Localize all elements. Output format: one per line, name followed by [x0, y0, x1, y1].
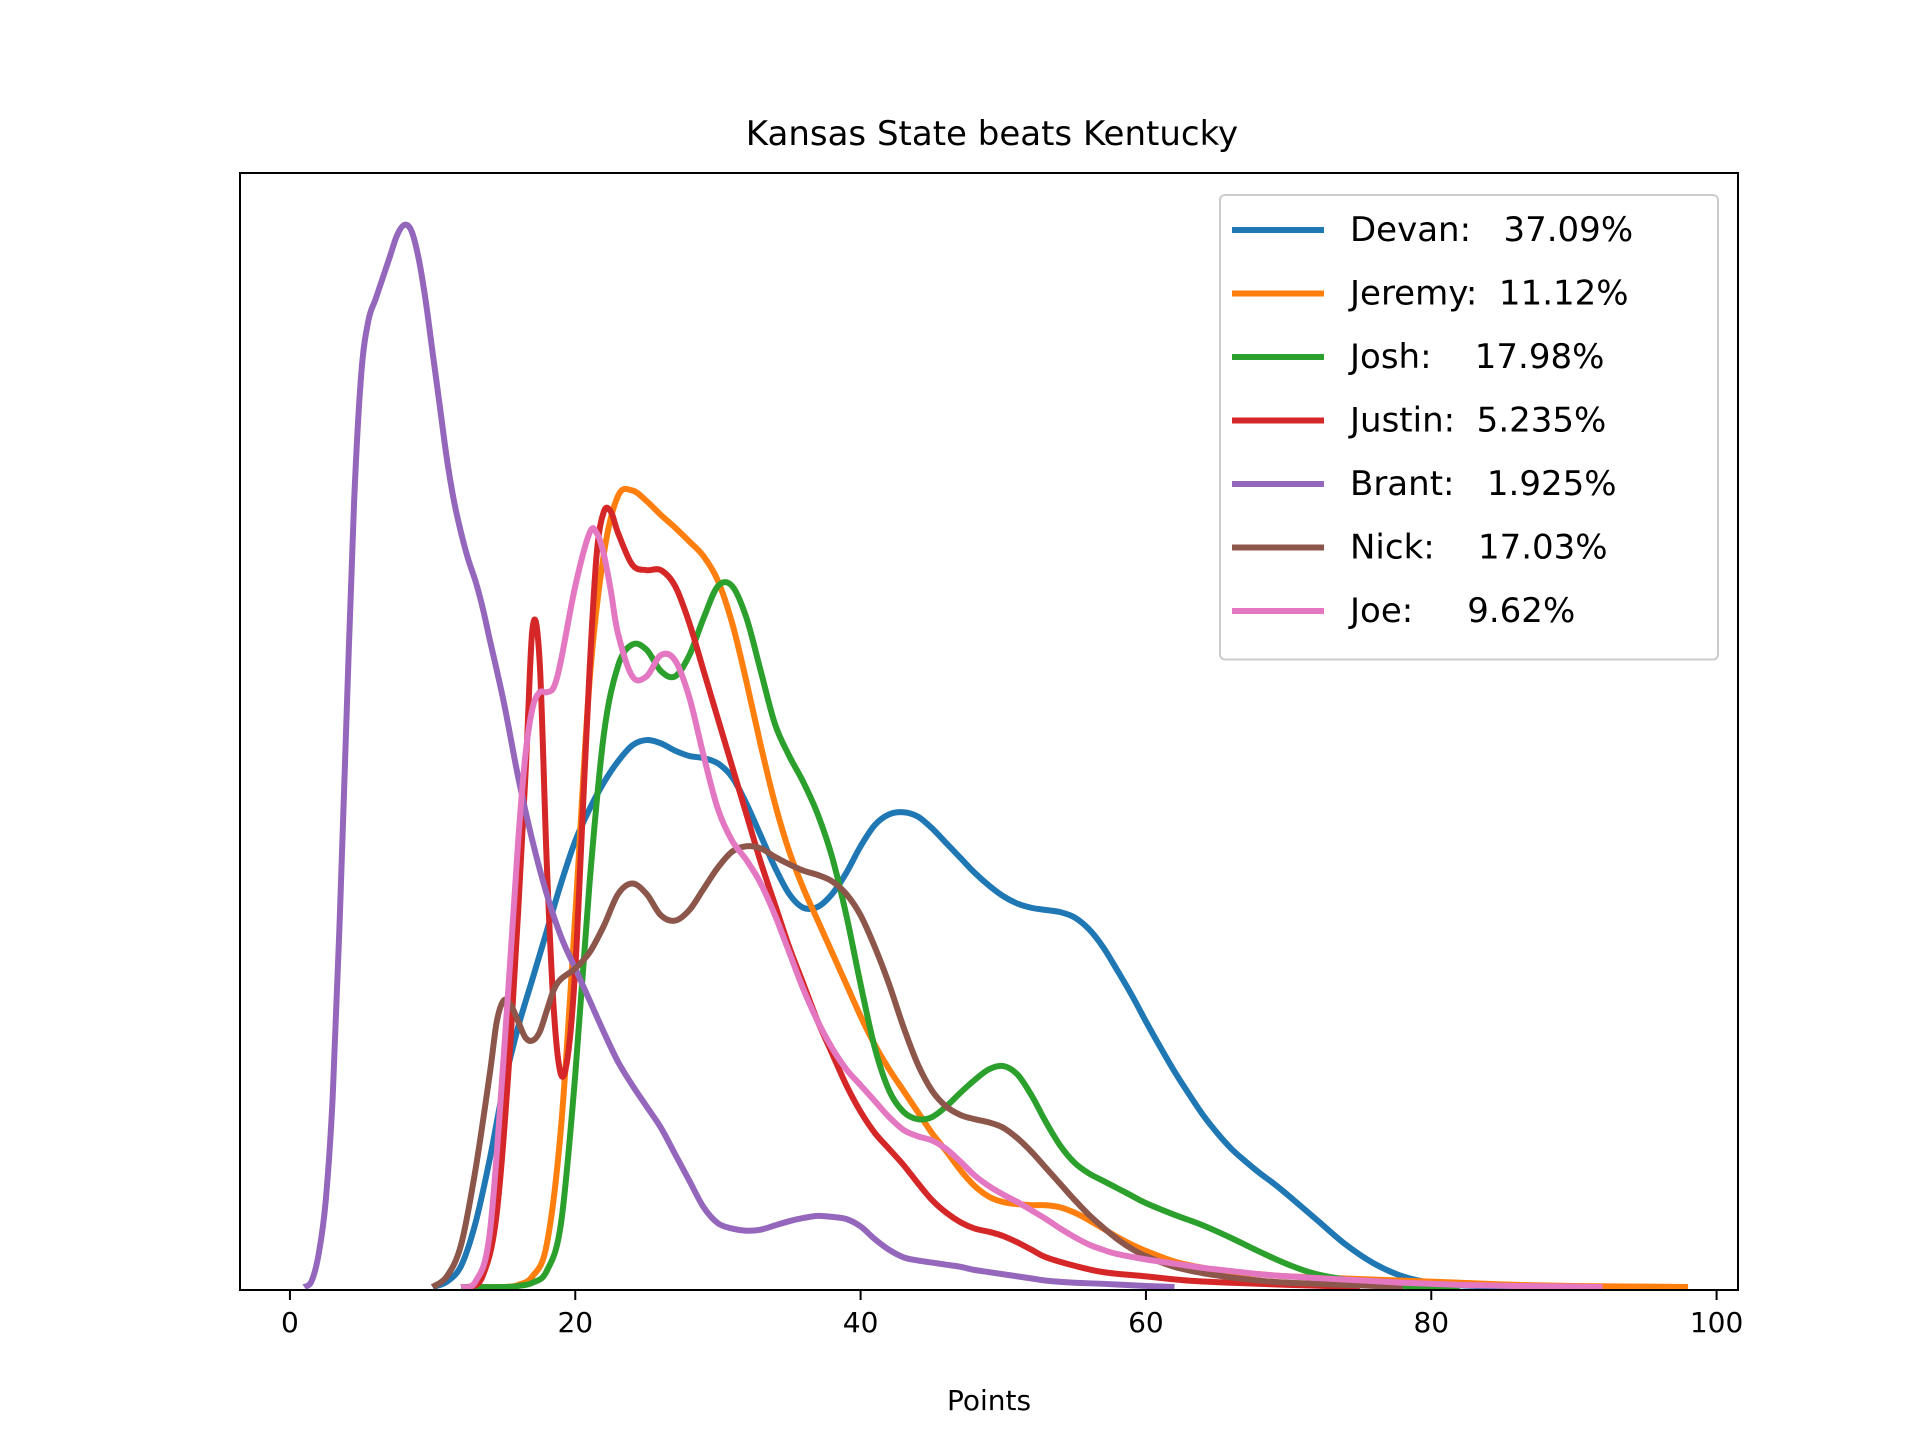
- legend-label: Devan: 37.09%: [1350, 210, 1633, 250]
- legend-label: Nick: 17.03%: [1350, 528, 1608, 568]
- legend-entry: Jeremy: 11.12%: [1232, 274, 1629, 314]
- legend-label: Josh: 17.98%: [1348, 337, 1604, 377]
- x-tick-label: 40: [843, 1306, 879, 1339]
- x-tick-label: 60: [1128, 1306, 1164, 1339]
- series-line-3: [466, 504, 1361, 1290]
- legend-entry: Joe: 9.62%: [1232, 591, 1575, 631]
- x-tick-label: 0: [281, 1306, 299, 1339]
- x-tick-label: 80: [1413, 1306, 1449, 1339]
- series-layer: [302, 221, 1689, 1291]
- legend-label: Joe: 9.62%: [1348, 591, 1575, 631]
- series-line-0: [431, 737, 1517, 1290]
- x-tick-label: 100: [1690, 1306, 1743, 1339]
- legend-entry: Brant: 1.925%: [1232, 464, 1617, 504]
- legend-entry: Devan: 37.09%: [1232, 210, 1633, 250]
- legend-label: Justin: 5.235%: [1348, 401, 1606, 441]
- series-line-5: [430, 843, 1403, 1290]
- chart-title: Kansas State beats Kentucky: [746, 114, 1238, 154]
- legend-entry: Josh: 17.98%: [1232, 337, 1604, 377]
- legend: Devan: 37.09% Jeremy: 11.12% Josh: 17.98% J…: [1219, 194, 1719, 661]
- legend-label: Jeremy: 11.12%: [1348, 274, 1629, 314]
- legend-label: Brant: 1.925%: [1350, 464, 1617, 504]
- series-line-6: [460, 525, 1603, 1291]
- legend-frame: [1219, 194, 1719, 661]
- series-line-2: [461, 579, 1460, 1291]
- legend-entry: Nick: 17.03%: [1232, 528, 1608, 568]
- x-axis-label: Points: [947, 1384, 1031, 1417]
- x-tick-label: 20: [557, 1306, 593, 1339]
- legend-entry: Justin: 5.235%: [1232, 401, 1606, 441]
- series-line-4: [302, 221, 1175, 1290]
- x-axis: 0 20 40 60 80 100: [281, 1290, 1743, 1339]
- axes-frame: [239, 172, 1739, 1291]
